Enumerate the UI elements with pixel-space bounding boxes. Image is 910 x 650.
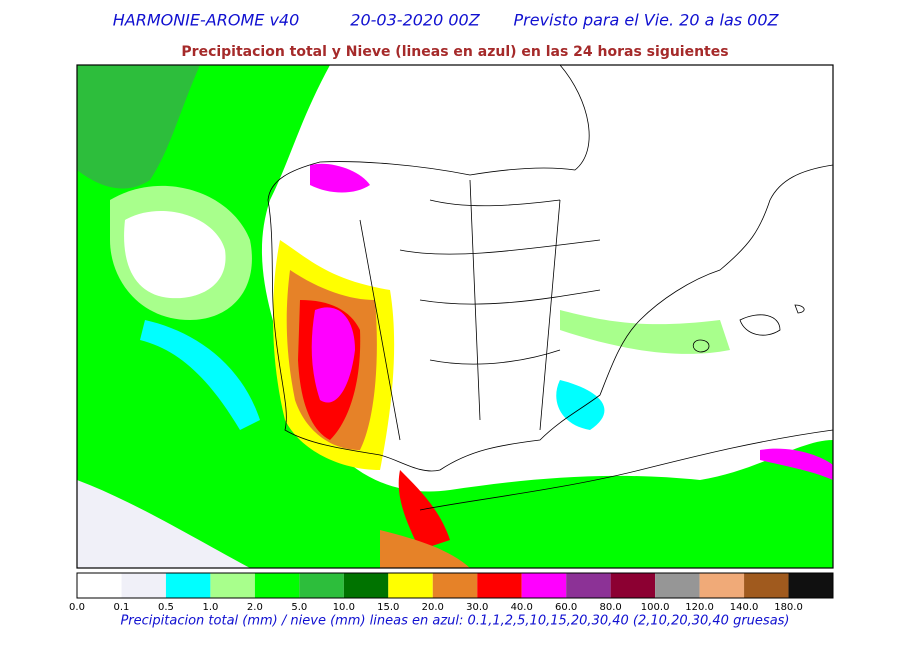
colorbar-label: 40.0	[511, 602, 533, 613]
colorbar-swatch	[210, 573, 255, 598]
colorbar-swatch	[655, 573, 700, 598]
colorbar-swatch	[521, 573, 567, 598]
colorbar-label: 80.0	[600, 602, 622, 613]
model-name: HARMONIE-AROME v40	[113, 11, 300, 30]
colorbar-label: 10.0	[333, 602, 355, 613]
colorbar-swatch	[432, 573, 478, 598]
colorbar-label: 180.0	[774, 602, 803, 613]
colorbar-swatch	[566, 573, 611, 598]
colorbar-swatch	[744, 573, 789, 598]
colorbar-swatch	[610, 573, 656, 598]
caption: Precipitacion total (mm) / nieve (mm) li…	[120, 614, 789, 629]
run-time: 20-03-2020 00Z	[350, 11, 480, 30]
colorbar-label: 15.0	[377, 602, 399, 613]
colorbar-label: 5.0	[291, 602, 307, 613]
colorbar-swatch	[477, 573, 522, 598]
colorbar-swatch	[299, 573, 344, 598]
colorbar-label: 120.0	[685, 602, 714, 613]
colorbar-label: 140.0	[730, 602, 759, 613]
valid-time: Previsto para el Vie. 20 a las 00Z	[513, 11, 779, 30]
colorbar-label: 20.0	[422, 602, 444, 613]
colorbar-label: 0.1	[114, 602, 130, 613]
subtitle: Precipitacion total y Nieve (lineas en a…	[181, 44, 728, 60]
colorbar-swatch	[121, 573, 166, 598]
colorbar-swatch	[699, 573, 745, 598]
colorbar-swatch	[343, 573, 389, 598]
colorbar-swatch	[254, 573, 300, 598]
colorbar-label: 1.0	[202, 602, 218, 613]
colorbar-swatch	[77, 573, 122, 598]
colorbar-label: 30.0	[466, 602, 488, 613]
colorbar-swatch	[388, 573, 433, 598]
colorbar-label: 0.0	[69, 602, 85, 613]
colorbar-frame	[76, 572, 834, 599]
colorbar-swatch	[788, 573, 833, 598]
colorbar-swatch	[165, 573, 211, 598]
map	[76, 64, 834, 569]
colorbar-label: 0.5	[158, 602, 174, 613]
colorbar: 0.0 0.1 0.5 1.0 2.0 5.0 10.0 15.0 20.0 30.0 40.0 60…	[69, 572, 834, 613]
colorbar-label: 60.0	[555, 602, 577, 613]
colorbar-label: 100.0	[641, 602, 670, 613]
colorbar-label: 2.0	[247, 602, 263, 613]
